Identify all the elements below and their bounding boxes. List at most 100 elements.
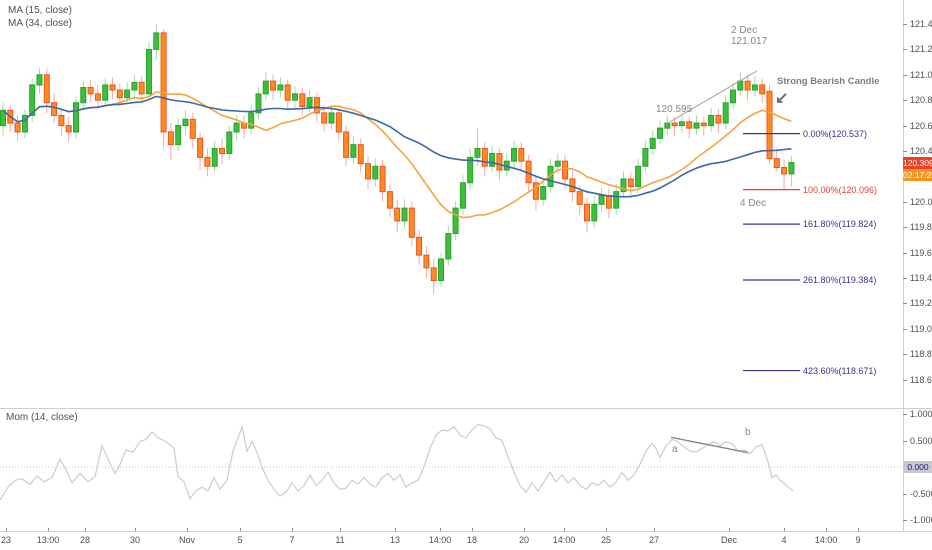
time-tick-mark: [6, 528, 7, 531]
time-tick-label: 14:00: [428, 535, 452, 545]
time-tick-label: 25: [600, 535, 612, 545]
time-tick-mark: [240, 528, 241, 531]
time-tick-mark: [524, 528, 525, 531]
axis-tick-mark: [903, 493, 907, 495]
time-tick-label: Dec: [720, 535, 738, 545]
time-tick-label: 27: [648, 535, 660, 545]
time-tick-mark: [826, 528, 827, 531]
ma15-legend-label[interactable]: MA (15, close): [8, 5, 72, 16]
axis-tick-mark: [903, 201, 907, 203]
ma34-line[interactable]: [2, 95, 792, 198]
high-annotation-date: 2 Dec: [731, 25, 758, 36]
axis-tick-label: 121.000: [910, 69, 932, 80]
fib-level-label[interactable]: 423.60%(118.671): [803, 365, 877, 376]
time-tick-mark: [48, 528, 49, 531]
price-trendline[interactable]: [669, 70, 758, 123]
time-tick-mark: [395, 528, 396, 531]
axis-tick-mark: [903, 74, 907, 76]
axis-tick-mark: [903, 278, 907, 279]
time-tick-mark: [440, 528, 441, 531]
axis-tick-mark: [903, 227, 907, 229]
axis-tick-mark: [903, 24, 907, 25]
axis-tick-label: 118.800: [910, 349, 932, 360]
last-price-badge: 120.309: [903, 156, 932, 169]
axis-tick-mark: [903, 49, 907, 51]
candlestick-series[interactable]: [0, 32, 795, 282]
axis-tick-mark: [903, 252, 907, 254]
axis-tick-label: 119.800: [910, 222, 932, 233]
time-tick-label: 13: [389, 535, 401, 545]
axis-tick-mark: [903, 440, 907, 442]
fib-level-label[interactable]: 161.80%(119.824): [803, 219, 877, 230]
fib-level-label[interactable]: 261.80%(119.384): [803, 275, 877, 286]
time-tick-label: 9: [855, 535, 861, 545]
momentum-legend-label[interactable]: Mom (14, close): [6, 412, 78, 423]
momentum-zero-badge: 0.000: [903, 461, 932, 473]
time-tick-label: 13:00: [36, 535, 60, 545]
axis-tick-label: -1.000: [910, 515, 932, 525]
time-tick-label: 5: [237, 535, 243, 545]
axis-tick-mark: [903, 125, 907, 127]
time-tick-mark: [340, 528, 341, 531]
axis-tick-mark: [903, 379, 907, 381]
momentum-line[interactable]: [0, 423, 794, 501]
time-tick-label: Nov: [178, 535, 196, 545]
time-tick-mark: [654, 528, 655, 531]
axis-tick-mark: [903, 328, 907, 330]
level-annotation[interactable]: 120.595: [656, 104, 693, 115]
ma34-legend-label[interactable]: MA (34, close): [8, 18, 72, 29]
ma15-line[interactable]: [2, 91, 792, 219]
time-tick-label: 30: [129, 535, 141, 545]
axis-tick-label: -0.500: [910, 488, 932, 499]
time-axis-line: [0, 531, 932, 532]
time-tick-label: 20: [518, 535, 530, 545]
time-tick-label: 23: [0, 535, 12, 545]
time-tick-label: 28: [79, 535, 91, 545]
time-tick-mark: [85, 528, 86, 531]
axis-tick-label: 121.400: [910, 19, 932, 29]
low-date-annotation[interactable]: 4 Dec: [740, 198, 767, 209]
axis-tick-mark: [903, 100, 907, 102]
price-axis[interactable]: 121.400 121.200 121.000 120.800 120.600 120.4…: [903, 0, 932, 531]
time-tick-mark: [858, 528, 859, 531]
down-left-arrow-icon[interactable]: ↙: [775, 90, 789, 107]
time-axis[interactable]: 23 13:00 28 30 Nov 5 7 11 13 14:00 18 20 14:00 25 27 De…: [0, 528, 932, 550]
momentum-trendline[interactable]: [670, 436, 749, 454]
axis-tick-label: 119.600: [910, 247, 932, 258]
time-tick-label: 14:00: [814, 535, 838, 545]
wave-b-label[interactable]: b: [745, 427, 751, 438]
axis-tick-label: 120.800: [910, 95, 932, 106]
high-annotation[interactable]: 2 Dec 121.017: [731, 25, 767, 47]
wave-a-label[interactable]: a: [672, 444, 678, 455]
axis-tick-label: 119.200: [910, 298, 932, 309]
time-tick-mark: [606, 528, 607, 531]
axis-tick-label: 120.400: [910, 146, 932, 156]
axis-tick-label: 119.000: [910, 323, 932, 334]
axis-tick-label: 120.000: [910, 196, 932, 207]
countdown-badge: 02:17:25: [903, 168, 932, 181]
time-tick-mark: [187, 528, 188, 531]
axis-tick-label: 118.600: [910, 374, 932, 385]
bearish-candle-annotation[interactable]: Strong Bearish Candle: [777, 76, 880, 87]
time-tick-mark: [135, 528, 136, 531]
axis-tick-label: 120.600: [910, 120, 932, 131]
axis-tick-mark: [903, 354, 907, 356]
time-tick-mark: [729, 528, 730, 531]
fib-level-label[interactable]: 0.00%(120.537): [803, 128, 868, 139]
momentum-pane-canvas[interactable]: [0, 408, 932, 531]
price-pane-canvas[interactable]: [0, 0, 932, 408]
high-annotation-price: 121.017: [731, 36, 768, 47]
time-tick-label: 18: [466, 535, 478, 545]
time-tick-mark: [784, 528, 785, 531]
axis-tick-label: 1.000: [910, 409, 932, 419]
time-tick-mark: [564, 528, 565, 531]
axis-tick-label: 119.400: [910, 273, 932, 283]
price-axis-line: [903, 0, 904, 531]
time-tick-mark: [292, 528, 293, 531]
time-tick-mark: [472, 528, 473, 531]
axis-tick-mark: [903, 151, 907, 152]
fib-level-label[interactable]: 100.00%(120.096): [803, 184, 878, 195]
pane-separator[interactable]: [0, 408, 932, 409]
axis-tick-mark: [903, 303, 907, 305]
